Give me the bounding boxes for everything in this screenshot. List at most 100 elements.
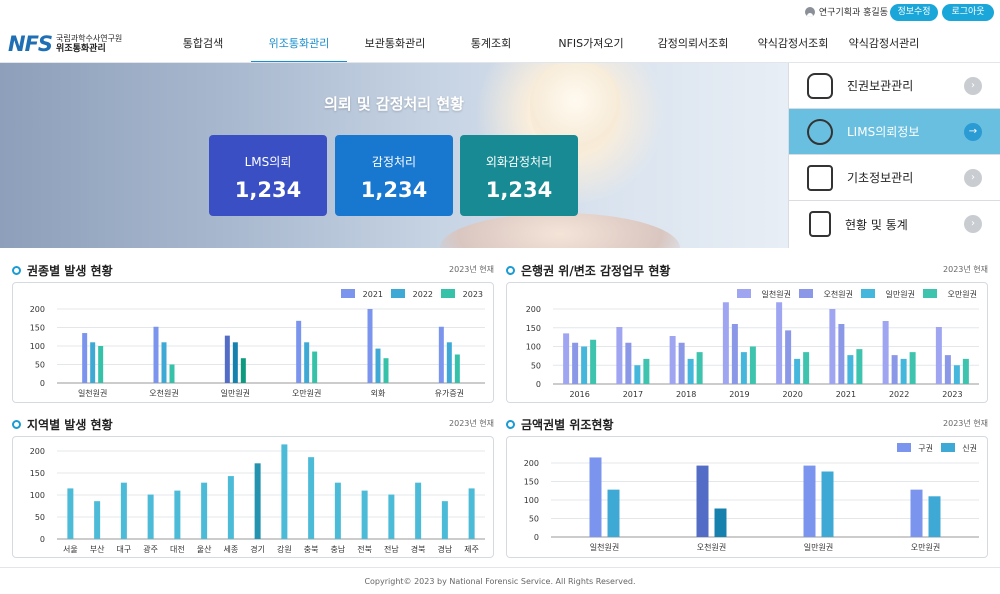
bar[interactable] <box>312 351 318 383</box>
bar[interactable] <box>254 463 261 539</box>
x-tick-label: 경남 <box>438 544 453 554</box>
bar[interactable] <box>616 327 623 384</box>
bar[interactable] <box>953 365 960 384</box>
bar[interactable] <box>383 358 389 383</box>
bar[interactable] <box>749 346 756 385</box>
quick-menu-stats[interactable]: 현황 및 통계 › <box>789 201 1000 247</box>
nav-item-request-lookup[interactable]: 감정의뢰서조회 <box>657 37 729 50</box>
y-tick-label: 150 <box>30 469 45 478</box>
quick-menu-label: LIMS의뢰정보 <box>847 125 920 139</box>
bar[interactable] <box>687 358 694 384</box>
nav-item-summary-lookup[interactable]: 약식감정서조회 <box>757 37 829 50</box>
bar[interactable] <box>910 489 923 537</box>
bar[interactable] <box>375 348 381 383</box>
bar[interactable] <box>944 355 951 384</box>
stat-card-lms[interactable]: LMS의뢰 1,234 <box>209 135 327 216</box>
x-tick-label: 전남 <box>384 544 399 554</box>
bar[interactable] <box>296 320 302 383</box>
bar[interactable] <box>785 330 792 384</box>
bar[interactable] <box>388 494 395 539</box>
bar[interactable] <box>776 302 783 384</box>
bar[interactable] <box>731 324 738 384</box>
bar[interactable] <box>714 508 727 537</box>
bar[interactable] <box>803 465 816 537</box>
nav-item-search[interactable]: 통합검색 <box>182 37 224 50</box>
bar[interactable] <box>367 309 373 383</box>
bar[interactable] <box>468 488 475 539</box>
bar[interactable] <box>161 342 167 383</box>
bar[interactable] <box>722 302 729 384</box>
bar[interactable] <box>634 365 641 384</box>
bar[interactable] <box>935 327 942 384</box>
bar[interactable] <box>821 471 834 537</box>
bar[interactable] <box>174 490 181 539</box>
x-tick-label: 부산 <box>90 544 105 554</box>
bar[interactable] <box>696 352 703 384</box>
bar[interactable] <box>794 358 801 384</box>
nav-item-nfis-import[interactable]: NFIS가져오기 <box>558 37 624 50</box>
bar[interactable] <box>147 494 154 539</box>
bar[interactable] <box>98 346 104 383</box>
legend-swatch <box>923 289 937 298</box>
bar[interactable] <box>308 457 315 539</box>
bar[interactable] <box>581 346 588 385</box>
bar[interactable] <box>232 342 238 383</box>
bar[interactable] <box>334 482 341 539</box>
nav-item-storage[interactable]: 보관통화관리 <box>364 37 426 50</box>
nav-item-summary-manage[interactable]: 약식감정서관리 <box>848 37 920 50</box>
nav-item-counterfeit[interactable]: 위조통화관리 <box>251 27 347 63</box>
bar[interactable] <box>625 342 632 384</box>
quick-menu-lims[interactable]: LIMS의뢰정보 → <box>789 109 1000 155</box>
bar[interactable] <box>201 482 208 539</box>
bar[interactable] <box>454 354 460 383</box>
bar[interactable] <box>589 457 602 537</box>
bar[interactable] <box>572 342 579 384</box>
stat-card-appraisal[interactable]: 감정처리 1,234 <box>335 135 453 216</box>
bar[interactable] <box>909 352 916 384</box>
stat-card-foreign-appraisal[interactable]: 외화감정처리 1,234 <box>460 135 578 216</box>
bar[interactable] <box>94 501 101 539</box>
bar[interactable] <box>829 309 836 384</box>
bar[interactable] <box>838 324 845 384</box>
bar[interactable] <box>847 355 854 384</box>
bar[interactable] <box>438 326 444 383</box>
x-tick-label: 외화 <box>371 388 386 398</box>
bar[interactable] <box>415 482 422 539</box>
bar[interactable] <box>669 336 676 384</box>
bar[interactable] <box>900 358 907 384</box>
bar[interactable] <box>67 488 74 539</box>
quick-menu-basic-info[interactable]: 기초정보관리 › <box>789 155 1000 201</box>
bar[interactable] <box>446 342 452 383</box>
nav-item-statistics[interactable]: 통계조회 <box>470 37 512 50</box>
bar[interactable] <box>441 501 448 539</box>
bar[interactable] <box>607 489 620 537</box>
bar[interactable] <box>891 355 898 384</box>
bar[interactable] <box>678 342 685 384</box>
bar[interactable] <box>361 490 368 539</box>
bar[interactable] <box>240 358 246 383</box>
bar[interactable] <box>856 349 863 384</box>
bar[interactable] <box>962 358 969 384</box>
edit-info-button[interactable]: 정보수정 <box>890 4 938 21</box>
bar[interactable] <box>643 358 650 384</box>
site-logo[interactable]: NFS 국립과학수사연구원 위조통화관리 <box>8 32 122 56</box>
bar[interactable] <box>120 482 127 539</box>
bar[interactable] <box>696 465 709 537</box>
bar[interactable] <box>740 352 747 384</box>
logout-button[interactable]: 로그아웃 <box>942 4 994 21</box>
bar[interactable] <box>90 342 96 383</box>
bar[interactable] <box>803 352 810 384</box>
bar[interactable] <box>590 339 597 384</box>
bar[interactable] <box>281 444 288 539</box>
bar[interactable] <box>928 496 941 537</box>
bar[interactable] <box>563 333 570 384</box>
bar[interactable] <box>227 476 234 539</box>
bar[interactable] <box>169 364 175 384</box>
bar[interactable] <box>153 326 159 383</box>
bar[interactable] <box>82 333 88 383</box>
bar[interactable] <box>304 342 310 383</box>
quick-menu-storage[interactable]: 진권보관관리 › <box>789 63 1000 109</box>
bar[interactable] <box>224 335 230 383</box>
bar[interactable] <box>882 321 889 384</box>
panel-title: 은행권 위/변조 감정업무 현황 <box>521 264 671 278</box>
